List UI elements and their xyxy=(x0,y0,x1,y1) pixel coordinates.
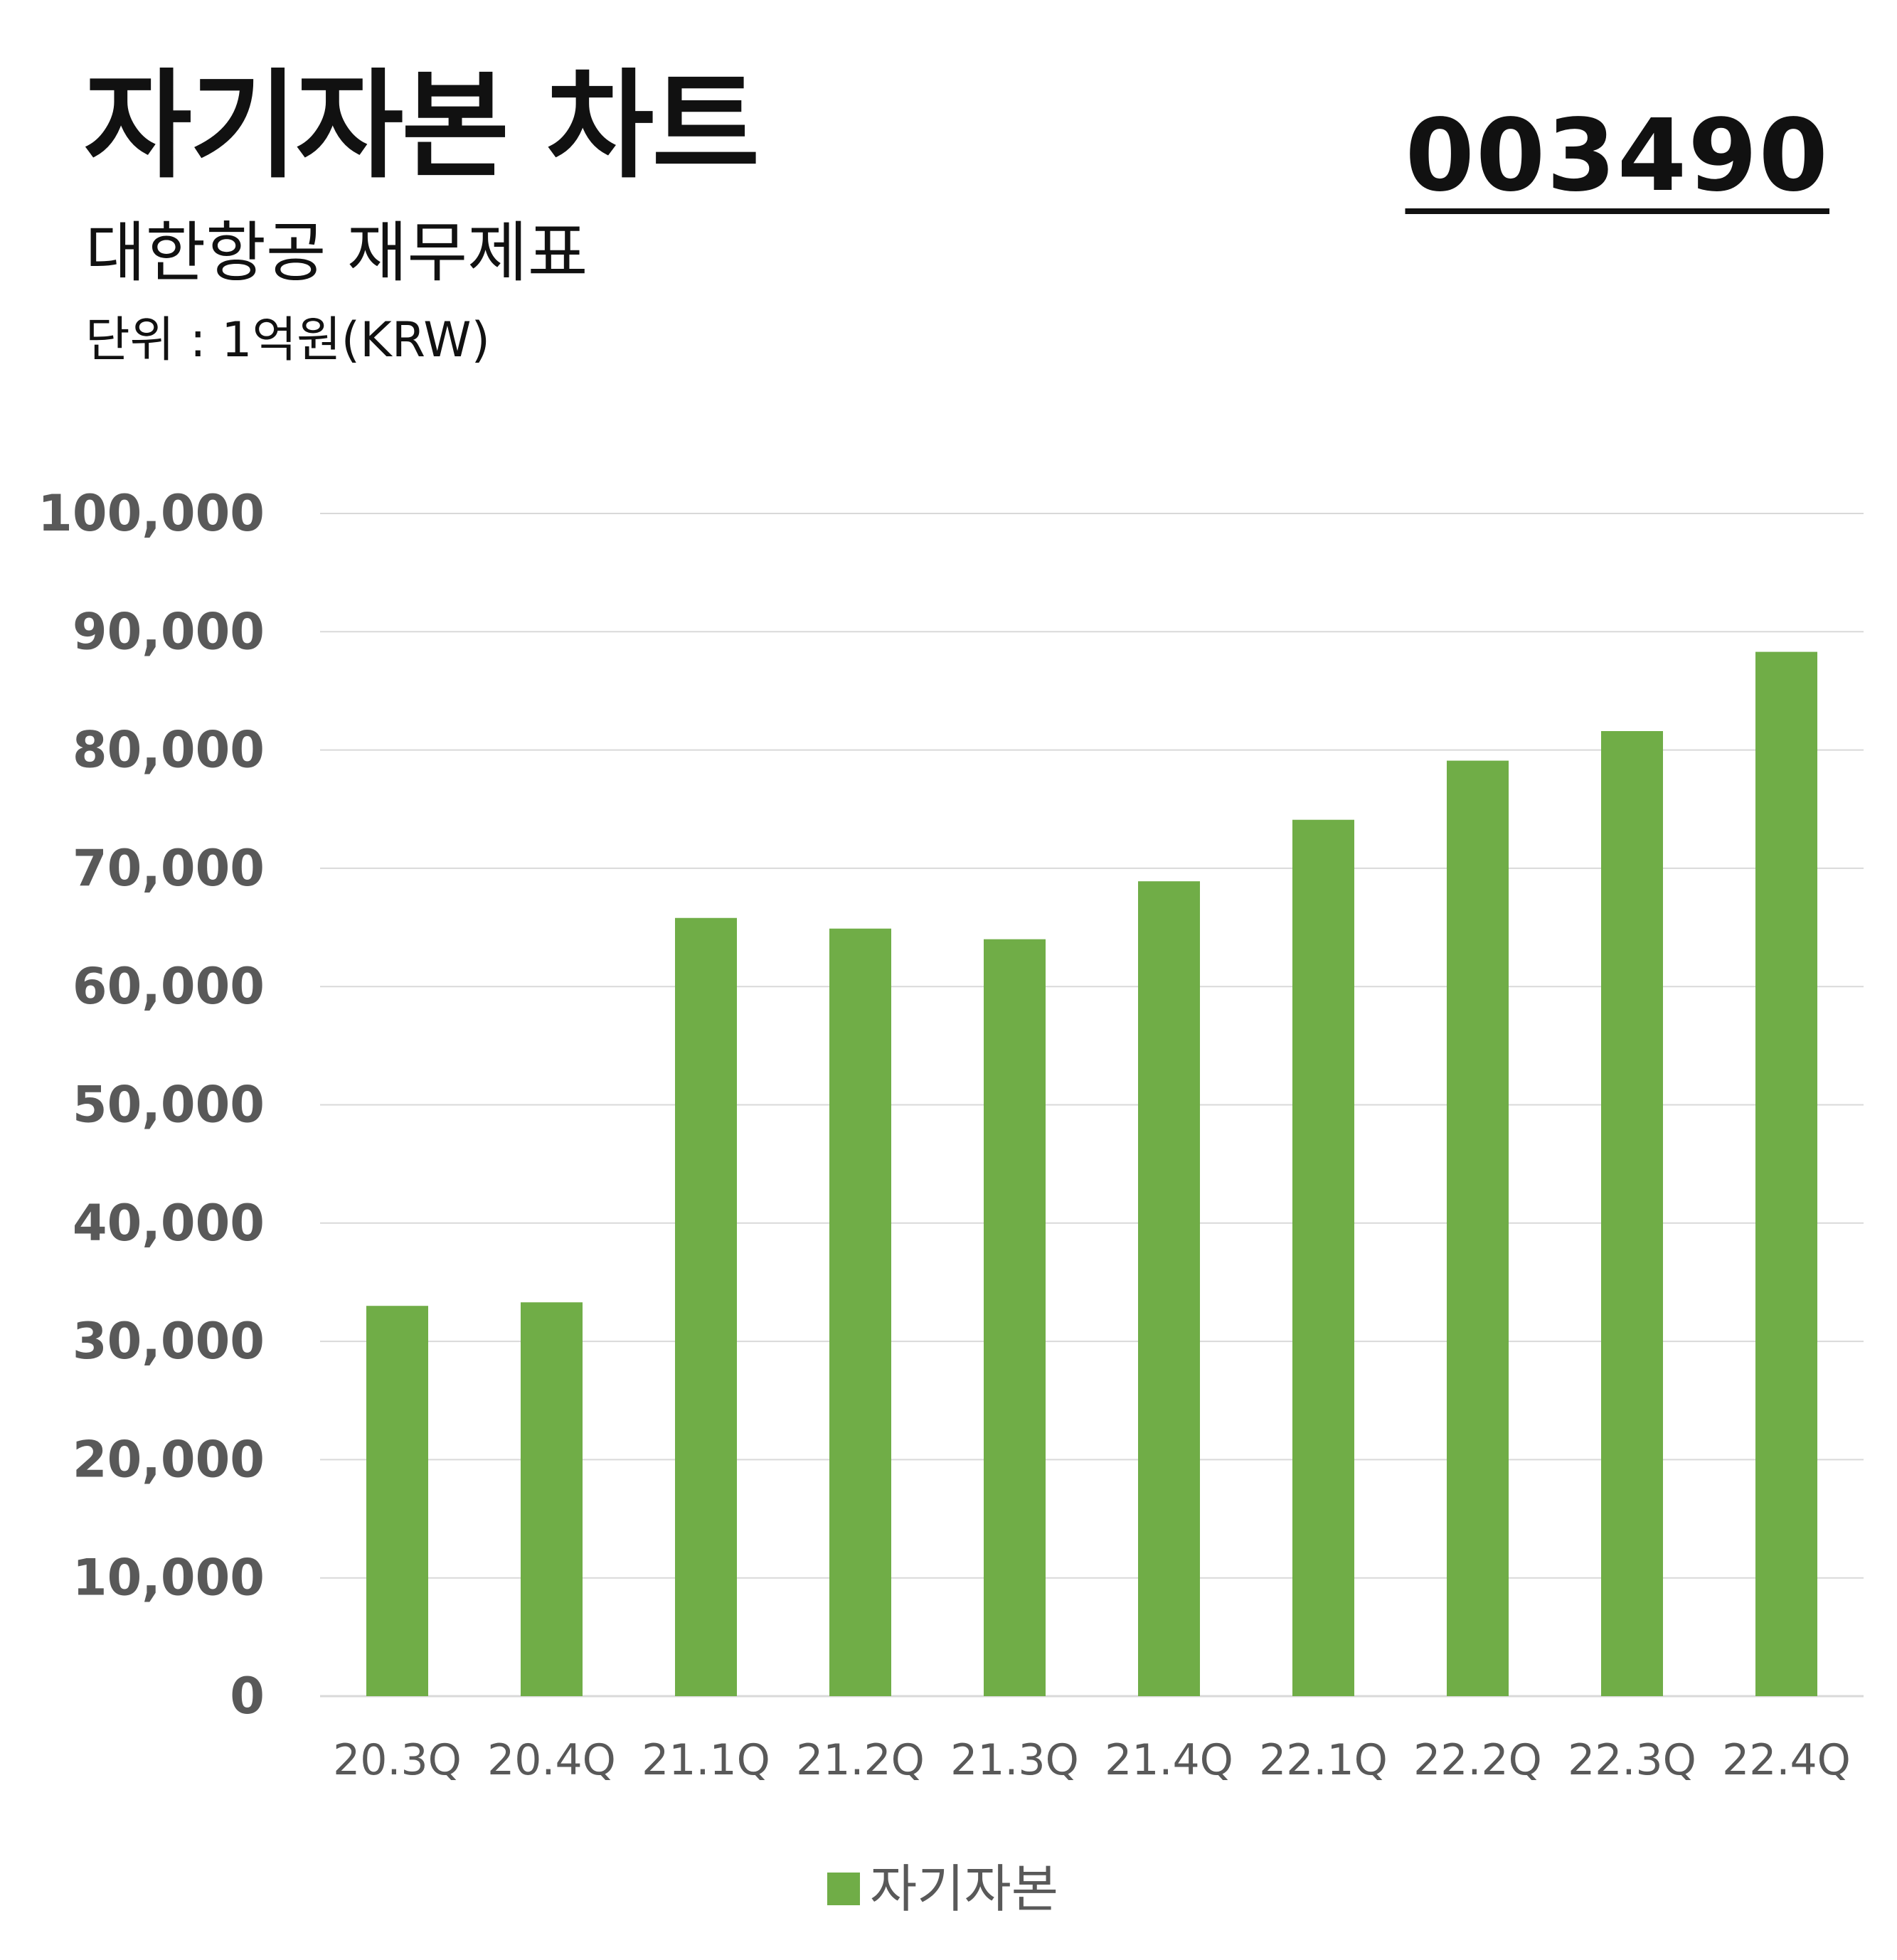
bar xyxy=(1601,730,1663,1696)
x-tick-label: 21.1Q xyxy=(642,1735,770,1785)
legend-swatch xyxy=(827,1873,860,1905)
bar xyxy=(521,1302,583,1696)
chart-title: 자기자본 차트 xyxy=(84,58,760,194)
stock-code: 003490 xyxy=(1405,98,1829,214)
x-tick-label: 21.3Q xyxy=(950,1735,1079,1785)
x-tick-label: 21.4Q xyxy=(1105,1735,1233,1785)
y-tick-label: 70,000 xyxy=(73,839,265,898)
unit-label: 단위 : 1억원(KRW) xyxy=(85,312,491,368)
y-tick-label: 40,000 xyxy=(73,1194,265,1252)
x-tick-label: 22.3Q xyxy=(1568,1735,1696,1785)
y-tick-label: 50,000 xyxy=(73,1076,265,1134)
bar xyxy=(1447,760,1509,1696)
x-tick-label: 22.2Q xyxy=(1413,1735,1542,1785)
y-tick-label: 30,000 xyxy=(73,1312,265,1370)
bar xyxy=(984,939,1046,1696)
y-tick-label: 90,000 xyxy=(73,602,265,661)
x-tick-label: 20.4Q xyxy=(487,1735,616,1785)
bar xyxy=(1292,819,1354,1696)
bar xyxy=(1138,881,1200,1696)
bar xyxy=(1755,651,1817,1696)
y-tick-label: 60,000 xyxy=(73,957,265,1016)
x-tick-label: 22.1Q xyxy=(1259,1735,1388,1785)
y-tick-label: 80,000 xyxy=(73,721,265,779)
x-tick-label: 22.4Q xyxy=(1722,1735,1851,1785)
bar xyxy=(675,917,737,1696)
bar xyxy=(829,928,891,1696)
y-tick-label: 0 xyxy=(230,1667,265,1725)
x-tick-label: 20.3Q xyxy=(333,1735,462,1785)
y-tick-label: 10,000 xyxy=(73,1549,265,1607)
chart-subtitle: 대한항공 재무제표 xyxy=(85,215,588,291)
bar xyxy=(366,1306,428,1696)
x-tick-label: 21.2Q xyxy=(796,1735,925,1785)
y-tick-label: 100,000 xyxy=(38,484,265,543)
legend-label: 자기자본 xyxy=(870,1859,1058,1919)
y-tick-label: 20,000 xyxy=(73,1430,265,1488)
legend: 자기자본 xyxy=(827,1863,1058,1914)
